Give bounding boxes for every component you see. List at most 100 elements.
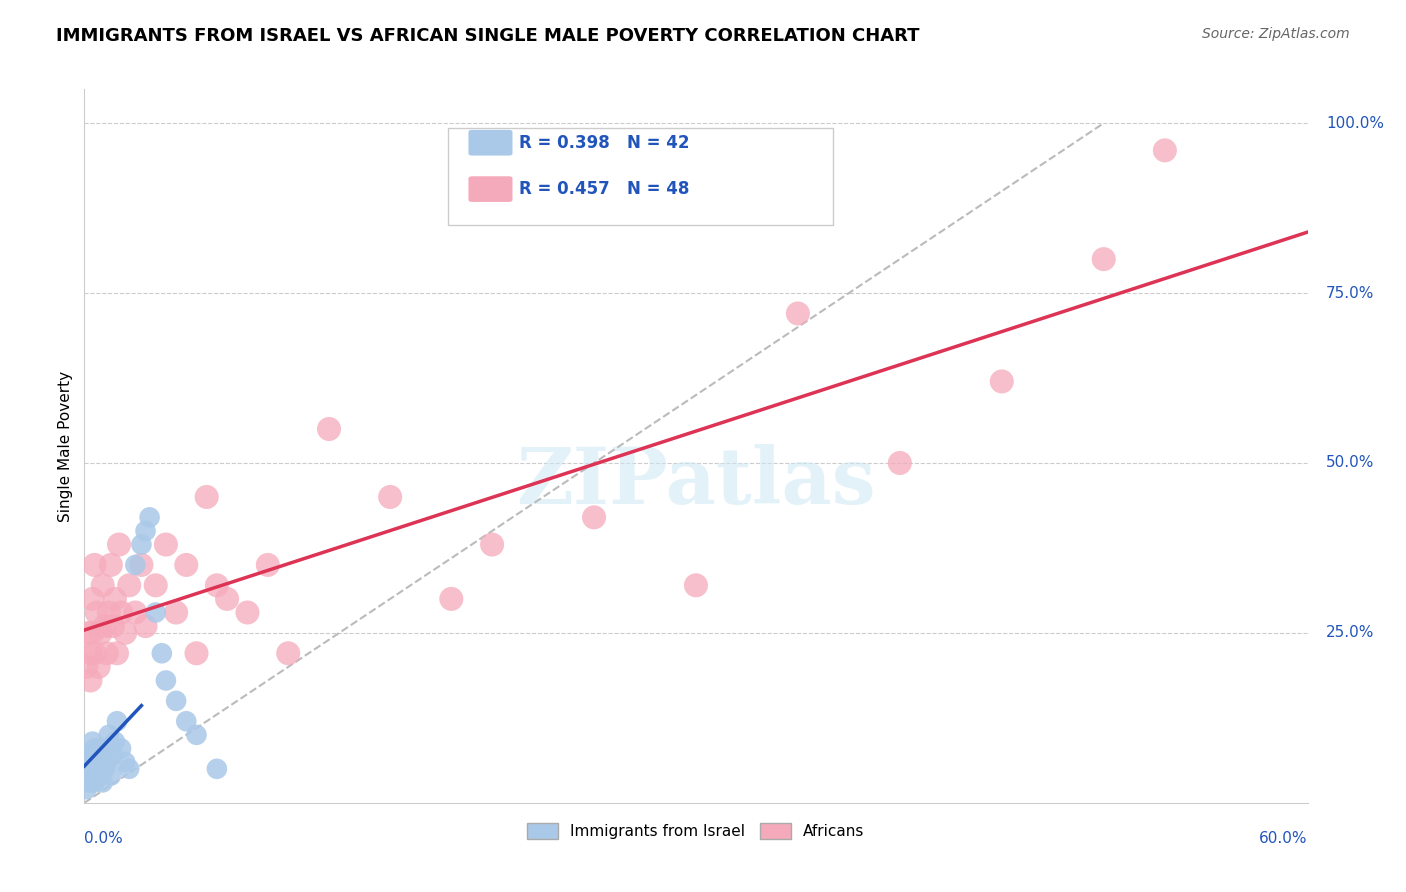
Point: [205, 762, 228, 776]
Point: [1154, 144, 1177, 158]
Point: [583, 510, 606, 524]
Point: [186, 646, 208, 660]
Point: [110, 606, 132, 620]
Text: IMMIGRANTS FROM ISRAEL VS AFRICAN SINGLE MALE POVERTY CORRELATION CHART: IMMIGRANTS FROM ISRAEL VS AFRICAN SINGLE…: [56, 27, 920, 45]
Point: [82, 591, 104, 606]
Point: [277, 646, 299, 660]
Point: [165, 694, 187, 708]
Point: [96, 755, 118, 769]
Point: [124, 606, 146, 620]
Point: [318, 422, 340, 436]
Point: [155, 537, 177, 551]
Point: [380, 490, 402, 504]
Point: [205, 578, 228, 592]
Point: [87, 741, 110, 756]
Point: [991, 375, 1014, 389]
Point: [97, 728, 120, 742]
Point: [135, 524, 157, 538]
Y-axis label: Single Male Poverty: Single Male Poverty: [58, 370, 73, 522]
Text: 50.0%: 50.0%: [1326, 456, 1374, 470]
Point: [83, 741, 105, 756]
Point: [87, 660, 110, 674]
Point: [440, 591, 463, 606]
Point: [118, 578, 141, 592]
Point: [90, 748, 112, 763]
Text: Source: ZipAtlas.com: Source: ZipAtlas.com: [1202, 27, 1350, 41]
Point: [79, 673, 101, 688]
Point: [145, 578, 167, 592]
Point: [91, 775, 114, 789]
Point: [481, 537, 503, 551]
Point: [165, 606, 187, 620]
Point: [124, 558, 146, 572]
Point: [77, 769, 100, 783]
Point: [86, 606, 108, 620]
Point: [90, 769, 112, 783]
Text: 60.0%: 60.0%: [1260, 831, 1308, 847]
Point: [83, 646, 105, 660]
Point: [186, 728, 208, 742]
Point: [104, 734, 127, 748]
Text: 0.0%: 0.0%: [84, 831, 124, 847]
Point: [104, 591, 127, 606]
Text: R = 0.398   N = 42: R = 0.398 N = 42: [519, 134, 689, 152]
Point: [91, 578, 114, 592]
Point: [155, 673, 177, 688]
Text: 25.0%: 25.0%: [1326, 625, 1374, 640]
Point: [82, 755, 104, 769]
Point: [83, 762, 105, 776]
Text: 100.0%: 100.0%: [1326, 116, 1384, 131]
Point: [86, 769, 108, 783]
Point: [110, 741, 132, 756]
FancyBboxPatch shape: [468, 130, 513, 155]
Point: [100, 558, 122, 572]
Point: [79, 775, 101, 789]
Text: R = 0.457   N = 48: R = 0.457 N = 48: [519, 180, 689, 198]
Point: [86, 748, 108, 763]
Point: [79, 762, 101, 776]
Point: [82, 734, 104, 748]
Point: [105, 714, 128, 729]
Point: [1092, 252, 1115, 266]
Point: [79, 748, 101, 763]
Point: [114, 626, 136, 640]
Point: [93, 741, 115, 756]
Point: [79, 646, 101, 660]
Point: [174, 714, 197, 729]
FancyBboxPatch shape: [468, 177, 513, 202]
Point: [195, 490, 218, 504]
Point: [889, 456, 911, 470]
Legend: Immigrants from Israel, Africans: Immigrants from Israel, Africans: [522, 817, 870, 845]
Point: [131, 537, 153, 551]
Text: ZIPatlas: ZIPatlas: [516, 443, 876, 520]
Point: [93, 762, 115, 776]
Point: [75, 782, 97, 797]
Point: [77, 626, 100, 640]
Point: [91, 755, 114, 769]
Text: 75.0%: 75.0%: [1326, 285, 1374, 301]
Point: [87, 762, 110, 776]
Point: [101, 748, 124, 763]
Point: [96, 646, 118, 660]
Point: [83, 558, 105, 572]
Point: [93, 619, 115, 633]
Point: [77, 755, 100, 769]
Point: [138, 510, 160, 524]
Point: [236, 606, 259, 620]
Point: [101, 619, 124, 633]
Point: [257, 558, 280, 572]
FancyBboxPatch shape: [447, 128, 832, 225]
Point: [105, 646, 128, 660]
Point: [150, 646, 173, 660]
Point: [90, 626, 112, 640]
Point: [685, 578, 707, 592]
Point: [131, 558, 153, 572]
Point: [174, 558, 197, 572]
Point: [108, 537, 131, 551]
Point: [75, 660, 97, 674]
Point: [217, 591, 239, 606]
Point: [118, 762, 141, 776]
Point: [100, 769, 122, 783]
Point: [97, 606, 120, 620]
Point: [83, 775, 105, 789]
